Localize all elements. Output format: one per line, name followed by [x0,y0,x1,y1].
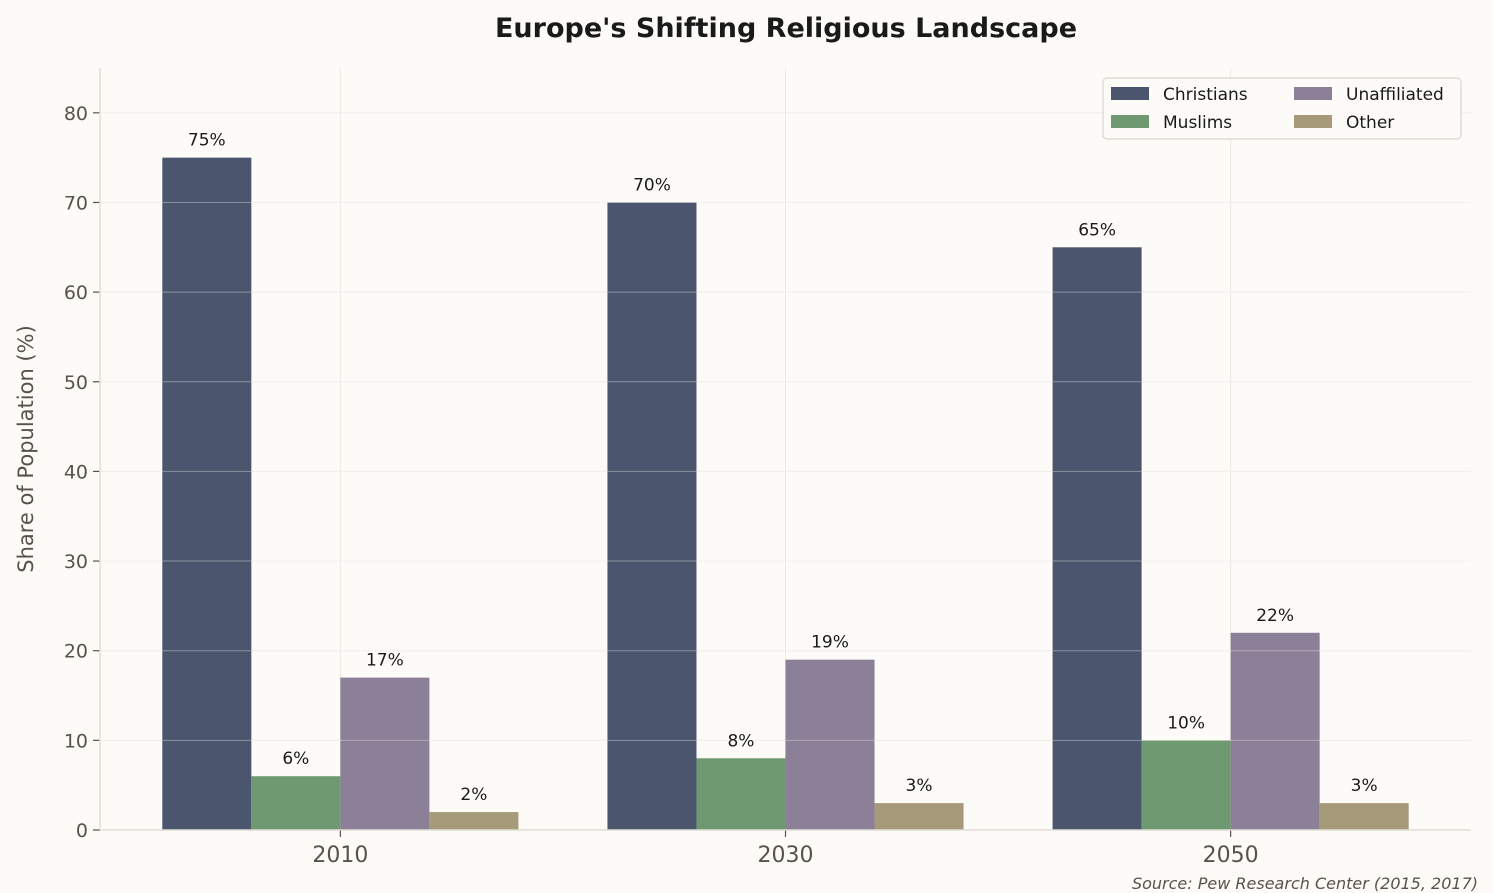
x-tick-label: 2050 [1203,843,1259,868]
legend-swatch-unaffiliated [1294,87,1332,100]
data-label: 70% [633,175,671,195]
bar-other-2030 [874,803,964,830]
bar-unaffiliated-2010 [340,677,430,830]
y-axis-label: Share of Population (%) [14,325,38,573]
legend-label: Unaffiliated [1346,85,1444,105]
source-note: Source: Pew Research Center (2015, 2017) [1132,874,1478,893]
y-tick-label: 70 [64,192,88,214]
legend-swatch-christians [1111,87,1149,100]
data-labels: 75% 70% 65% 6% 8% 10% 17% 19% 22% 2% 3% 3% [188,131,1378,805]
data-label: 19% [811,633,849,653]
bar-unaffiliated-2050 [1230,632,1320,830]
data-label: 6% [282,749,309,769]
legend-label: Other [1346,113,1394,133]
y-tick-label: 10 [64,730,88,752]
x-tick-label: 2030 [758,843,814,868]
bar-other-2050 [1319,803,1409,830]
data-label: 3% [906,776,933,796]
data-label: 22% [1256,606,1294,626]
bar-muslims-2050 [1141,740,1231,830]
bar-christians-2050 [1052,247,1142,830]
data-label: 75% [188,131,226,151]
bar-other-2010 [429,812,519,830]
bar-muslims-2030 [696,758,786,830]
chart-title: Europe's Shifting Religious Landscape [495,13,1077,44]
grid [100,68,1471,831]
data-label: 3% [1351,776,1378,796]
bar-muslims-2010 [251,776,341,830]
y-tick-label: 80 [64,103,88,125]
bars [162,157,1409,830]
legend: Christians Muslims Unaffiliated Other [1102,77,1462,140]
legend-swatch-other [1294,115,1332,128]
bar-christians-2030 [607,202,697,830]
legend-frame [1102,77,1462,140]
y-tick-label: 20 [64,641,88,663]
x-tick-label: 2010 [312,843,368,868]
legend-label: Muslims [1163,113,1232,133]
y-tick-label: 50 [64,372,88,394]
legend-label: Christians [1163,85,1248,105]
legend-swatch-muslims [1111,115,1149,128]
bar-unaffiliated-2030 [785,659,875,830]
y-tick-label: 30 [64,551,88,573]
data-label: 2% [460,785,487,805]
y-tick-label: 0 [76,820,88,842]
y-tick-label: 40 [64,461,88,483]
data-label: 65% [1078,220,1116,240]
data-label: 8% [727,731,754,751]
data-label: 10% [1167,713,1205,733]
bar-christians-2010 [162,157,252,830]
y-tick-label: 60 [64,282,88,304]
data-label: 17% [366,651,404,671]
